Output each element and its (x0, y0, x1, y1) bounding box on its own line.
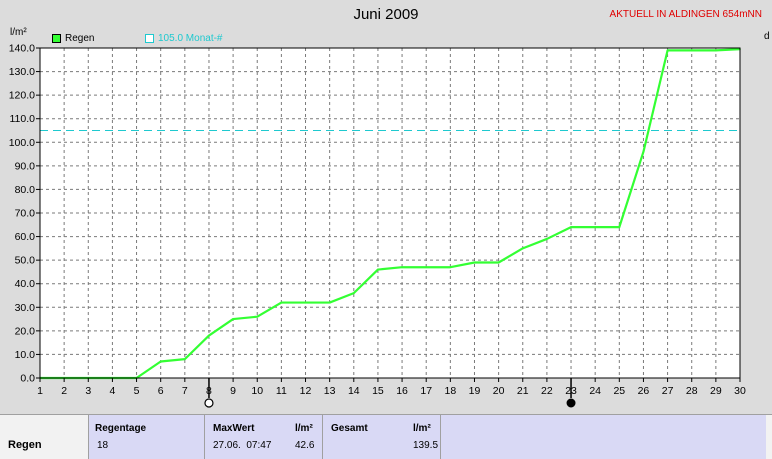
data-point (352, 292, 355, 294)
regentage-header: Regentage (95, 423, 147, 434)
legend-item-regen: Regen (52, 33, 94, 44)
data-point (497, 261, 500, 264)
maxwert-unit: l/m² (295, 423, 313, 434)
x-tick-label: 6 (158, 385, 164, 397)
maxwert-value: 42.6 (295, 440, 315, 451)
data-point (449, 266, 452, 269)
x-tick-label: 18 (445, 385, 457, 397)
data-point (570, 226, 572, 228)
empty-cell (440, 415, 766, 459)
x-tick-label: 7 (182, 385, 188, 397)
gesamt-unit: l/m² (413, 423, 431, 434)
x-tick-label: 4 (109, 385, 115, 397)
x-tick-label: 1 (37, 385, 43, 397)
maxwert-cell: MaxWert l/m² 27.06. 07:47 42.6 (204, 415, 322, 459)
data-point (425, 266, 428, 269)
data-point (232, 318, 234, 320)
x-tick-label: 11 (276, 385, 287, 397)
x-tick-label: 25 (613, 385, 625, 397)
y-tick-label: 100.0 (9, 137, 35, 149)
moon-markers (204, 378, 576, 408)
y-tick-label: 110.0 (10, 113, 36, 125)
regentage-cell: Regentage 18 (88, 415, 204, 459)
x-tick-label: 15 (372, 385, 384, 397)
x-tick-label: 2 (61, 385, 67, 397)
x-tick-label: 21 (517, 385, 529, 397)
regentage-value: 18 (97, 440, 109, 451)
rain-chart: 0.0 10.0 20.0 30.0 40.0 50.0 60.0 70.0 80.0 90.0 1… (9, 43, 746, 408)
data-point (184, 358, 186, 360)
legend-item-monthly-average: 105.0 Monat-# (145, 33, 223, 44)
y-tick-label: 0.0 (20, 373, 35, 385)
y-tick-label: 140.0 (9, 43, 35, 55)
x-tick-label: 29 (710, 385, 722, 397)
data-point (546, 238, 548, 240)
gesamt-value: 139.5 (413, 440, 439, 451)
y-tick-label: 30.0 (15, 302, 36, 314)
y-tick-label: 80.0 (15, 184, 36, 196)
x-tick-label: 13 (324, 385, 336, 397)
gesamt-header: Gesamt (331, 423, 368, 434)
y-tick-label: 90.0 (15, 160, 36, 172)
y-tick-label: 130.0 (9, 66, 35, 78)
x-tick-label: 30 (734, 385, 746, 397)
y-tick-label: 40.0 (15, 278, 36, 290)
x-tick-label: 20 (493, 385, 505, 397)
data-point (666, 49, 669, 52)
legend-label-average: 105.0 Monat-# (158, 33, 223, 44)
stats-panel: Regen Regentage 18 MaxWert l/m² 27.06. 0… (0, 414, 772, 459)
series-line-regen (40, 48, 741, 380)
x-tick-label: 27 (662, 385, 674, 397)
grid-lines (39, 47, 741, 379)
legend-swatch-average (145, 34, 154, 43)
data-point (304, 301, 307, 304)
data-point (715, 49, 717, 52)
x-tick-label: 22 (541, 385, 553, 397)
new-moon-icon (566, 398, 576, 408)
chart-title: Juni 2009 (353, 6, 419, 23)
x-tick-label: 9 (230, 385, 236, 397)
station-label: AKTUELL IN ALDINGEN 654mNN (609, 9, 762, 20)
data-point (473, 261, 476, 264)
legend-label-regen: Regen (65, 33, 95, 44)
y-tick-label: 20.0 (15, 325, 36, 337)
axes-group: 0.0 10.0 20.0 30.0 40.0 50.0 60.0 70.0 80.0 90.0 1… (9, 43, 746, 398)
data-point (280, 301, 283, 304)
data-point (642, 150, 645, 153)
y-axis-unit: l/m² (10, 27, 27, 38)
x-tick-label: 10 (251, 385, 263, 397)
x-tick-label: 12 (300, 385, 312, 397)
gesamt-cell: Gesamt l/m² 139.5 (322, 415, 440, 459)
data-point (401, 266, 403, 269)
data-point (377, 268, 379, 271)
panel-row-label: Regen (8, 439, 42, 451)
maxwert-header: MaxWert (213, 423, 255, 434)
x-tick-label: 19 (469, 385, 481, 397)
data-point (521, 247, 524, 250)
y-tick-label: 60.0 (15, 231, 36, 243)
x-tick-label: 17 (420, 385, 432, 397)
y-tick-label: 10.0 (15, 349, 36, 361)
data-point (159, 360, 162, 363)
data-point (594, 226, 596, 228)
data-point (690, 49, 693, 52)
x-tick-label: 26 (638, 385, 650, 397)
x-tick-label: 5 (134, 385, 140, 397)
x-tick-label: 14 (348, 385, 360, 397)
x-tick-label: 24 (589, 385, 601, 397)
x-tick-label: 16 (396, 385, 408, 397)
y-tick-label: 120.0 (9, 90, 35, 102)
legend-swatch-regen (52, 34, 61, 43)
x-tick-label: 28 (686, 385, 698, 397)
right-axis-unit: d (764, 31, 770, 42)
x-tick-label: 3 (85, 385, 91, 397)
data-point (256, 315, 259, 318)
y-tick-label: 50.0 (15, 255, 36, 267)
data-point (618, 226, 621, 228)
full-moon-icon (204, 398, 214, 408)
data-point (328, 301, 331, 304)
y-tick-label: 70.0 (15, 208, 36, 220)
maxwert-date: 27.06. 07:47 (213, 440, 272, 451)
data-point (208, 334, 210, 337)
